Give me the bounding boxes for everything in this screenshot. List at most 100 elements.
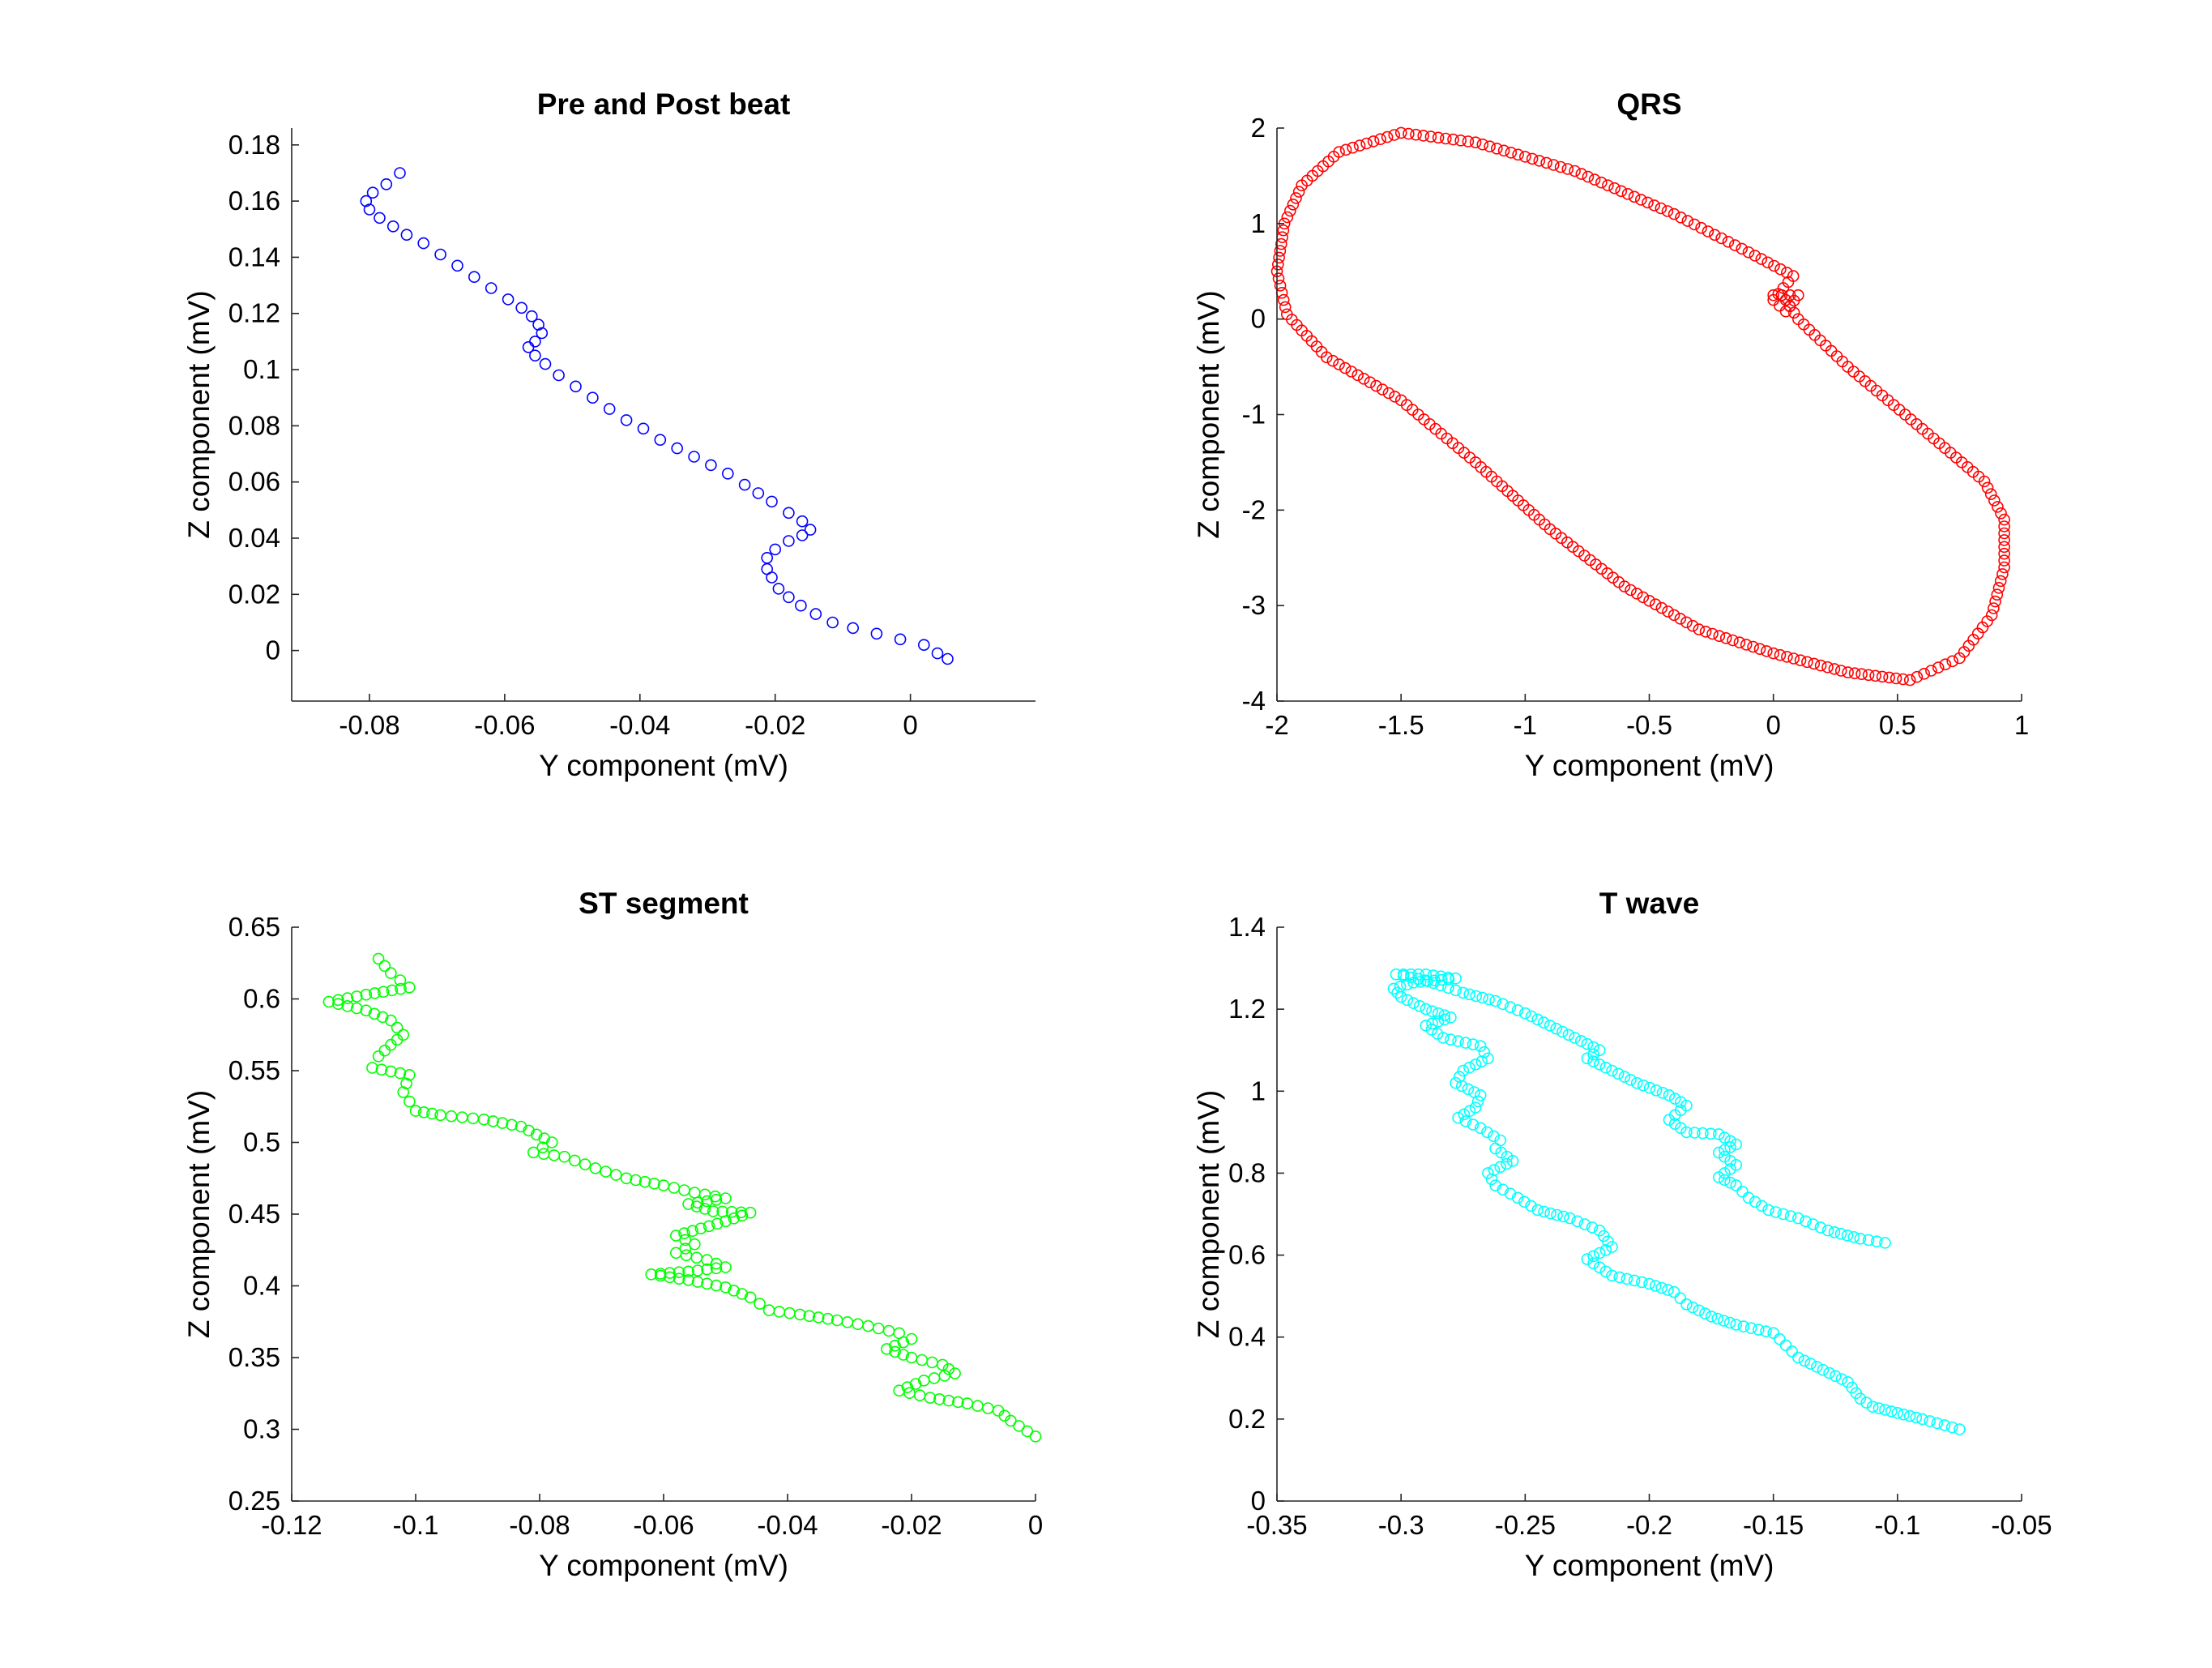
t-wave-marker [1506, 1155, 1519, 1167]
qrs-ylabel: Z component (mV) [1192, 290, 1225, 538]
pre-post-beat-marker [809, 608, 822, 620]
t-wave-marker [1394, 990, 1407, 1003]
st-segment-marker [897, 1349, 910, 1361]
qrs-marker [1688, 218, 1701, 231]
t-wave-x-tick-label: -0.2 [1626, 1510, 1672, 1540]
t-wave-marker [1497, 998, 1510, 1011]
qrs-marker [1792, 313, 1804, 326]
qrs-marker [1469, 136, 1482, 148]
qrs-marker [1548, 159, 1560, 171]
qrs-y-tick-label: 1 [1251, 208, 1266, 238]
qrs-marker [1630, 588, 1643, 600]
t-wave-marker [1593, 1247, 1606, 1260]
pre-post-beat-marker [766, 495, 778, 508]
pre-post-beat-marker [468, 271, 480, 284]
t-wave-marker [1742, 1191, 1755, 1204]
st-segment-x-tick-label: -0.08 [509, 1510, 570, 1540]
t-wave-marker [1587, 1048, 1599, 1061]
st-segment-marker [701, 1195, 713, 1208]
pre-post-beat-marker [451, 259, 463, 272]
t-wave-marker [1779, 1339, 1792, 1352]
pre-post-beat-y-tick-label: 0 [266, 635, 280, 665]
qrs-marker [1932, 661, 1945, 674]
qrs-marker [1781, 267, 1793, 279]
qrs-marker [1345, 366, 1358, 378]
t-wave-marker [1445, 1033, 1457, 1046]
st-segment-marker [1029, 1431, 1042, 1443]
st-segment-marker [609, 1169, 622, 1181]
t-wave-marker [1637, 1079, 1650, 1092]
t-wave-marker [1792, 1212, 1804, 1225]
qrs-marker [1897, 673, 1909, 686]
t-wave-marker [1730, 1138, 1742, 1151]
t-wave-marker [1587, 1041, 1599, 1054]
st-segment-x-tick-label: -0.02 [881, 1510, 942, 1540]
t-wave-marker [1680, 1099, 1693, 1112]
st-segment-marker [372, 952, 385, 965]
t-wave-marker [1834, 1228, 1847, 1240]
st-segment-marker [378, 960, 391, 973]
qrs-marker [1736, 242, 1748, 255]
st-segment-marker [372, 1050, 385, 1063]
qrs-marker [1779, 293, 1792, 306]
qrs-marker [1774, 648, 1787, 661]
pre-post-beat-marker [536, 327, 549, 340]
pre-post-beat-marker [522, 340, 535, 353]
pre-post-beat-axes: -0.08 -0.06 -0.04 -0.02 0 0 0.02 0.04 0.06 0.08 0.… [228, 128, 1036, 740]
st-segment-marker [377, 986, 390, 998]
t-wave-y-tick-label: 0.8 [1228, 1157, 1266, 1187]
t-wave-marker [1390, 968, 1403, 981]
st-segment-marker [889, 1345, 901, 1358]
t-wave-marker [1538, 1205, 1550, 1218]
qrs-marker [1290, 192, 1302, 204]
t-wave-marker [1643, 1081, 1656, 1094]
qrs-marker [1621, 188, 1634, 200]
st-segment-marker [530, 1128, 543, 1141]
t-wave-marker [1544, 1020, 1557, 1032]
qrs-marker [1569, 165, 1581, 177]
qrs-marker [1454, 135, 1467, 147]
pre-post-beat-marker [766, 571, 778, 584]
qrs-marker [1376, 383, 1389, 396]
t-wave-x-tick-label: -0.35 [1246, 1510, 1307, 1540]
qrs-marker [1781, 651, 1793, 663]
qrs-marker [1608, 182, 1621, 195]
qrs-marker [1814, 659, 1827, 672]
st-segment-y-tick-label: 0.35 [228, 1342, 280, 1372]
t-wave-marker [1879, 1404, 1891, 1416]
t-wave-marker [1823, 1366, 1835, 1379]
st-segment-marker [701, 1277, 713, 1290]
st-segment-marker [682, 1274, 694, 1286]
qrs-marker [1540, 156, 1552, 169]
t-wave-marker [1551, 1208, 1563, 1221]
t-wave-marker [1575, 1035, 1587, 1047]
st-segment-marker [710, 1279, 723, 1292]
pre-post-beat-x-tick-label: 0 [903, 710, 917, 740]
t-wave-marker [1719, 1174, 1731, 1187]
qrs-marker [1339, 361, 1352, 374]
qrs-marker [1925, 665, 1937, 677]
pre-post-beat-marker [394, 167, 406, 179]
st-segment-marker [924, 1392, 937, 1404]
pre-post-beat-marker [783, 535, 795, 547]
t-wave-marker [1724, 1141, 1736, 1153]
t-wave-marker [1612, 1067, 1625, 1080]
st-segment-marker [375, 1063, 388, 1076]
qrs-marker [1526, 152, 1539, 165]
qrs-marker [1333, 358, 1345, 370]
st-segment-marker [669, 1230, 682, 1242]
qrs-marker [1357, 372, 1370, 385]
st-segment-marker [736, 1288, 749, 1300]
qrs-marker [1274, 245, 1287, 257]
qrs-marker [1992, 501, 2004, 513]
subplot-st-segment: -0.12 -0.1 -0.08 -0.06 -0.04 -0.02 0 0.25 0.3 0.3… [182, 887, 1043, 1582]
pre-post-beat-marker [783, 591, 795, 604]
qrs-marker [1287, 199, 1300, 211]
t-wave-marker [1511, 1191, 1524, 1204]
t-wave-axes: -0.35 -0.3 -0.25 -0.2 -0.15 -0.1 -0.05 0 0.2 0.4 0… [1228, 912, 2052, 1540]
st-segment-y-tick-label: 0.4 [243, 1271, 280, 1301]
qrs-marker [1890, 672, 1902, 685]
st-segment-ylabel: Z component (mV) [182, 1090, 216, 1338]
qrs-marker [1749, 250, 1761, 262]
st-segment-marker [579, 1158, 591, 1170]
